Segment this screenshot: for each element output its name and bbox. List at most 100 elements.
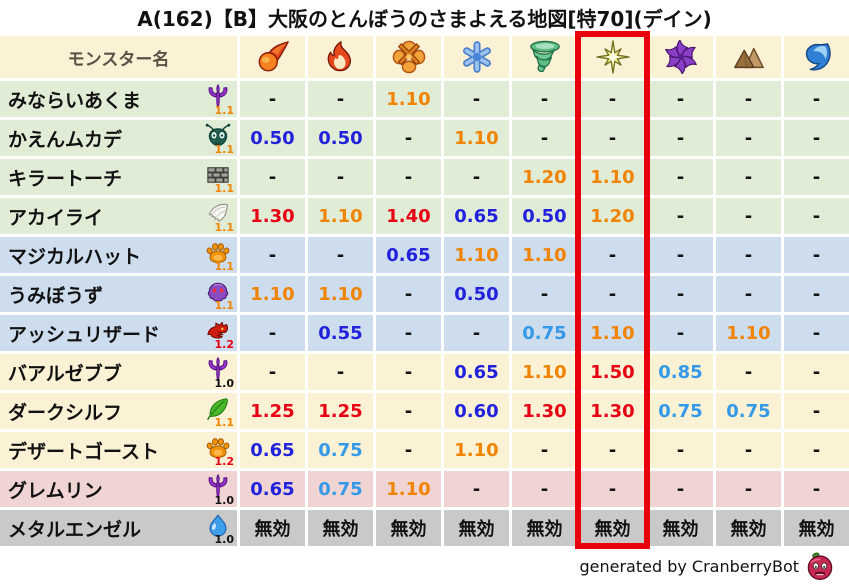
multiplier-cell: -	[580, 276, 645, 312]
multiplier-cell: 1.10	[308, 198, 373, 234]
flame-icon	[308, 40, 373, 74]
nullified-cell: 無効	[580, 510, 645, 546]
multiplier-cell: -	[784, 354, 849, 390]
table-row: マジカルハット 1.1- -0.65 1.10 1.10- - - -	[0, 237, 849, 273]
slime-icon: 1.0	[203, 511, 235, 546]
multiplier-cell: 0.85	[648, 354, 713, 390]
multiplier-cell: 1.30	[512, 393, 577, 429]
multiplier-cell: -	[376, 159, 441, 195]
rank-modifier: 1.0	[214, 533, 235, 546]
multiplier-cell: -	[784, 393, 849, 429]
monster-name: ダークシルフ	[8, 401, 123, 424]
multiplier-cell: 1.10	[444, 237, 509, 273]
multiplier-cell: -	[376, 120, 441, 156]
multiplier-cell: 1.10	[716, 315, 781, 351]
resistance-table: モンスター名 みならいあくま 1.1- -1.10- - - - - - かえんムカデ 1.1 0.…	[0, 33, 849, 549]
wave-icon	[784, 40, 849, 74]
multiplier-cell: 0.75	[648, 393, 713, 429]
monster-name-cell: キラートーチ 1.1	[0, 159, 237, 195]
multiplier-cell: -	[512, 81, 577, 117]
element-column-header	[784, 36, 849, 78]
multiplier-cell: -	[240, 237, 305, 273]
tornado-icon	[512, 40, 577, 74]
table-row: グレムリン 1.0 0.65 0.75 1.10- - - - - -	[0, 471, 849, 507]
multiplier-cell: 0.50	[240, 120, 305, 156]
multiplier-cell: -	[580, 81, 645, 117]
multiplier-cell: 0.65	[444, 354, 509, 390]
wing-icon: 1.1	[203, 199, 234, 233]
nullified-cell: 無効	[376, 510, 441, 546]
multiplier-cell: -	[784, 237, 849, 273]
multiplier-cell: -	[376, 315, 441, 351]
dragon-icon: 1.2	[203, 316, 235, 351]
multiplier-cell: 1.25	[240, 393, 305, 429]
nullified-cell: 無効	[240, 510, 305, 546]
monster-name: キラートーチ	[8, 167, 123, 190]
multiplier-cell: -	[444, 159, 509, 195]
multiplier-cell: -	[648, 198, 713, 234]
multiplier-cell: 1.10	[376, 471, 441, 507]
multiplier-cell: -	[512, 276, 577, 312]
multiplier-cell: 0.65	[240, 432, 305, 468]
multiplier-cell: 0.75	[308, 471, 373, 507]
multiplier-cell: -	[784, 315, 849, 351]
multiplier-cell: -	[240, 354, 305, 390]
element-column-header	[512, 36, 577, 78]
multiplier-cell: 1.20	[512, 159, 577, 195]
multiplier-cell: -	[784, 120, 849, 156]
table-row: うみぼうず 1.1 1.10 1.10-0.50- - - - -	[0, 276, 849, 312]
multiplier-cell: -	[784, 198, 849, 234]
multiplier-cell: 1.10	[376, 81, 441, 117]
multiplier-cell: 0.55	[308, 315, 373, 351]
multiplier-cell: 0.75	[512, 315, 577, 351]
rank-modifier: 1.0	[214, 494, 235, 507]
rank-modifier: 1.2	[214, 455, 235, 468]
multiplier-cell: -	[716, 432, 781, 468]
multiplier-cell: -	[648, 471, 713, 507]
multiplier-cell: -	[240, 315, 305, 351]
monster-name-cell: デザートゴースト 1.2	[0, 432, 237, 468]
multiplier-cell: 1.10	[512, 237, 577, 273]
multiplier-cell: -	[580, 237, 645, 273]
rank-modifier: 1.1	[214, 182, 235, 195]
monster-name: みならいあくま	[8, 89, 142, 112]
multiplier-cell: -	[444, 315, 509, 351]
multiplier-cell: 1.50	[580, 354, 645, 390]
page: A(162)【B】大阪のとんぼうのさまよえる地図[特70](デイン) モンスター…	[0, 3, 849, 581]
multiplier-cell: -	[376, 393, 441, 429]
element-column-header	[308, 36, 373, 78]
multiplier-cell: 1.10	[444, 120, 509, 156]
multiplier-cell: -	[716, 471, 781, 507]
element-column-header	[376, 36, 441, 78]
mountain-icon	[716, 40, 781, 74]
table-row: アカイライ 1.1 1.30 1.10 1.40 0.65 0.50 1.20- - -	[0, 198, 849, 234]
multiplier-cell: 1.10	[580, 315, 645, 351]
multiplier-cell: -	[444, 81, 509, 117]
multiplier-cell: -	[716, 354, 781, 390]
demon-trident-icon: 1.0	[203, 355, 234, 389]
monster-name: グレムリン	[8, 479, 103, 502]
table-row: メタルエンゼル 1.0 無効 無効 無効 無効 無効 無効 無効 無効 無効	[0, 510, 849, 546]
multiplier-cell: 1.10	[240, 276, 305, 312]
page-title: A(162)【B】大阪のとんぼうのさまよえる地図[特70](デイン)	[137, 7, 712, 31]
monster-name-cell: メタルエンゼル 1.0	[0, 510, 237, 546]
multiplier-cell: 0.65	[444, 198, 509, 234]
table-row: デザートゴースト 1.2 0.65 0.75-1.10- - - - -	[0, 432, 849, 468]
multiplier-cell: 0.60	[444, 393, 509, 429]
multiplier-cell: -	[716, 120, 781, 156]
multiplier-cell: -	[376, 432, 441, 468]
multiplier-cell: -	[716, 159, 781, 195]
rank-modifier: 1.2	[214, 338, 235, 351]
multiplier-cell: -	[716, 81, 781, 117]
monster-name: メタルエンゼル	[8, 518, 142, 541]
table-row: ダークシルフ 1.1 1.25 1.25-0.60 1.30 1.30 0.75 0.75-	[0, 393, 849, 429]
explosion-icon	[376, 40, 441, 74]
multiplier-cell: 0.65	[376, 237, 441, 273]
multiplier-cell: 1.40	[376, 198, 441, 234]
rank-modifier: 1.1	[214, 104, 235, 117]
monster-name: バアルゼブブ	[8, 362, 122, 385]
multiplier-cell: 0.65	[240, 471, 305, 507]
multiplier-cell: -	[512, 120, 577, 156]
multiplier-cell: -	[512, 432, 577, 468]
monster-name: マジカルハット	[8, 245, 142, 268]
